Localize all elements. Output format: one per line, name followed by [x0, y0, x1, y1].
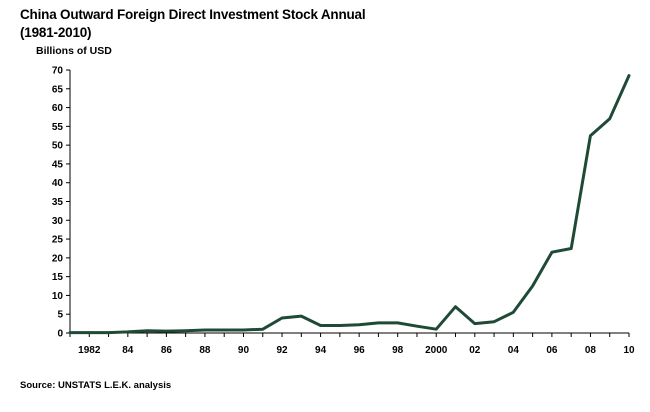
- x-tick-label: 92: [276, 345, 288, 356]
- y-tick-label: 50: [52, 141, 64, 152]
- x-tick-label: 96: [354, 345, 366, 356]
- x-tick-label: 02: [469, 345, 481, 356]
- y-tick-label: 15: [52, 272, 64, 283]
- y-tick-label: 55: [52, 122, 64, 133]
- axes: [69, 70, 629, 334]
- series-line: [68, 74, 631, 335]
- x-tick-label: 2000: [425, 345, 448, 356]
- x-tick-label: 88: [199, 345, 211, 356]
- y-tick-label: 25: [52, 235, 64, 246]
- x-tick-label: 1982: [78, 345, 101, 356]
- y-tick-label: 30: [52, 216, 64, 227]
- chart-title-line1: China Outward Foreign Direct Investment …: [20, 7, 366, 22]
- chart-title-line2: (1981-2010): [20, 25, 92, 40]
- x-tick-label: 86: [161, 345, 173, 356]
- x-tick-label: 90: [238, 345, 250, 356]
- x-tick-label: 84: [122, 345, 134, 356]
- source-note: Source: UNSTATS L.E.K. analysis: [20, 380, 172, 391]
- x-tick-label: 10: [623, 345, 635, 356]
- series-group: [68, 74, 631, 335]
- y-tick-label: 0: [57, 329, 63, 340]
- y-tick-label: 10: [52, 291, 64, 302]
- y-tick-label: 5: [57, 310, 63, 321]
- x-tick-label: 08: [585, 345, 597, 356]
- y-axis-label: Billions of USD: [36, 45, 112, 57]
- x-tick-label: 94: [315, 345, 327, 356]
- y-tick-label: 65: [52, 84, 64, 95]
- y-tick-label: 20: [52, 253, 64, 264]
- y-tick-label: 35: [52, 197, 64, 208]
- y-tick-label: 40: [52, 178, 64, 189]
- x-tick-label: 04: [508, 345, 520, 356]
- x-tick-label: 06: [546, 345, 558, 356]
- y-tick-label: 60: [52, 103, 64, 114]
- x-axis-ticks: 1982 84 86 88 90 92 94 96 98 2000 02 04 06 08 10: [69, 333, 635, 356]
- y-tick-label: 70: [52, 66, 64, 77]
- x-tick-label: 98: [392, 345, 404, 356]
- y-axis-ticks: 0 5 10 15 20 25 30 35 40 45 50 55 60 65 70: [52, 66, 70, 340]
- y-tick-label: 45: [52, 159, 64, 170]
- chart-title: China Outward Foreign Direct Investment …: [20, 6, 366, 42]
